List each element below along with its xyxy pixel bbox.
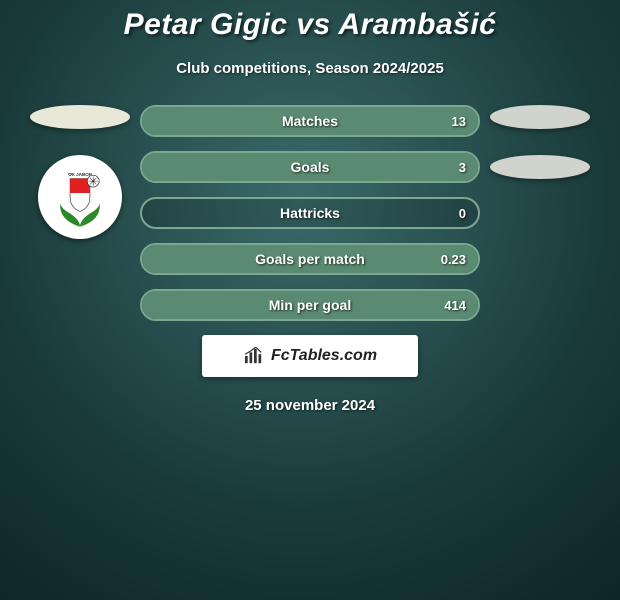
stat-right-value: 0 (459, 206, 466, 221)
stat-right-value: 13 (452, 114, 466, 129)
brand-label: FcTables.com (271, 347, 377, 365)
stat-row: Goals 3 (140, 151, 480, 183)
club-badge-left: ФК ЈАВОР (38, 155, 122, 239)
bar-chart-icon (243, 347, 265, 365)
page-title: Petar Gigic vs Arambašić (0, 8, 620, 42)
stat-right-value: 0.23 (441, 252, 466, 267)
club-crest-icon: ФК ЈАВОР (47, 164, 113, 230)
stat-row: Min per goal 414 (140, 289, 480, 321)
page-subtitle: Club competitions, Season 2024/2025 (0, 60, 620, 77)
stat-label: Hattricks (280, 205, 340, 221)
player-right-ellipse-2 (490, 155, 590, 179)
stat-label: Matches (282, 113, 338, 129)
stat-row: Hattricks 0 (140, 197, 480, 229)
svg-text:ФК ЈАВОР: ФК ЈАВОР (68, 172, 92, 177)
content-wrapper: Petar Gigic vs Arambašić Club competitio… (0, 0, 620, 414)
generation-date: 25 november 2024 (0, 397, 620, 414)
stat-row: Matches 13 (140, 105, 480, 137)
stat-row: Goals per match 0.23 (140, 243, 480, 275)
stat-right-value: 3 (459, 160, 466, 175)
left-column: ФК ЈАВОР (20, 105, 140, 239)
stat-label: Goals (291, 159, 330, 175)
player-right-ellipse-1 (490, 105, 590, 129)
main-row: ФК ЈАВОР Matches 13 Goals 3 Hattricks 0 Goals … (0, 105, 620, 321)
stat-label: Goals per match (255, 251, 365, 267)
right-column (480, 105, 600, 179)
stat-label: Min per goal (269, 297, 351, 313)
stats-list: Matches 13 Goals 3 Hattricks 0 Goals per match… (140, 105, 480, 321)
player-left-ellipse (30, 105, 130, 129)
brand-badge[interactable]: FcTables.com (202, 335, 418, 377)
stat-right-value: 414 (444, 298, 466, 313)
